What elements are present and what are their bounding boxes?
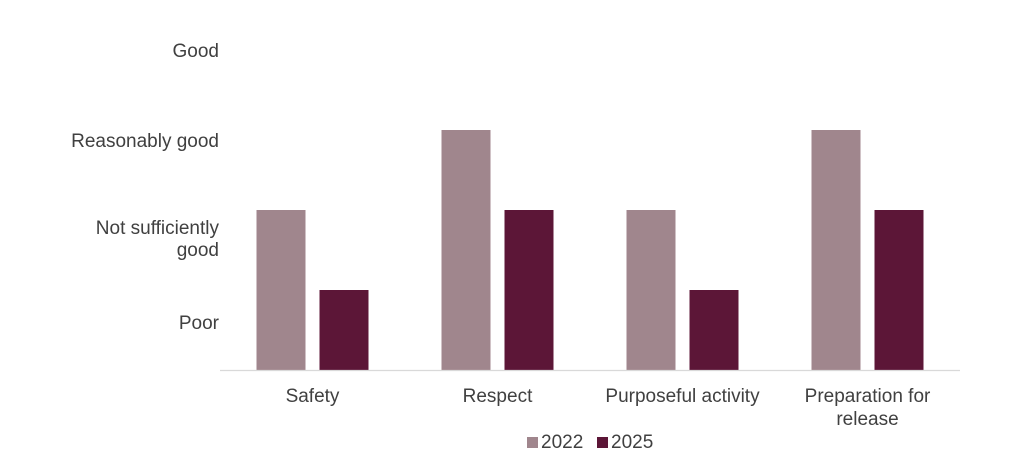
bar-purposeful-activity-2025 <box>689 290 739 370</box>
y-tick-label-good: Good <box>173 41 219 62</box>
y-axis-labels: Poor Not sufficiently good Reasonably good G… <box>71 41 220 334</box>
legend: 2022 2025 <box>527 432 653 453</box>
bar-safety-2025 <box>319 290 369 370</box>
bar-respect-2025 <box>504 210 554 370</box>
bar-safety-2022 <box>256 210 306 370</box>
x-tick-label-respect: Respect <box>463 386 533 407</box>
bar-preparation-for-release-2025 <box>874 210 924 370</box>
legend-label-2022: 2022 <box>541 432 583 453</box>
x-tick-label-purposeful-activity: Purposeful activity <box>605 386 760 407</box>
y-tick-label-reasonably-good: Reasonably good <box>71 131 219 152</box>
bar-respect-2022 <box>441 130 491 370</box>
bars <box>256 130 924 370</box>
x-axis-labels: Safety Respect Purposeful activity Preparat… <box>286 386 931 430</box>
x-tick-label-safety: Safety <box>286 386 340 407</box>
bar-purposeful-activity-2022 <box>626 210 676 370</box>
legend-swatch-2025 <box>597 437 608 448</box>
y-tick-label-not-sufficiently-good: Not sufficiently good <box>96 218 220 261</box>
legend-label-2025: 2025 <box>611 432 653 453</box>
y-tick-label-poor: Poor <box>179 313 220 334</box>
legend-swatch-2022 <box>527 437 538 448</box>
x-tick-label-preparation-for-release: Preparation for release <box>805 386 931 430</box>
bar-preparation-for-release-2022 <box>811 130 861 370</box>
